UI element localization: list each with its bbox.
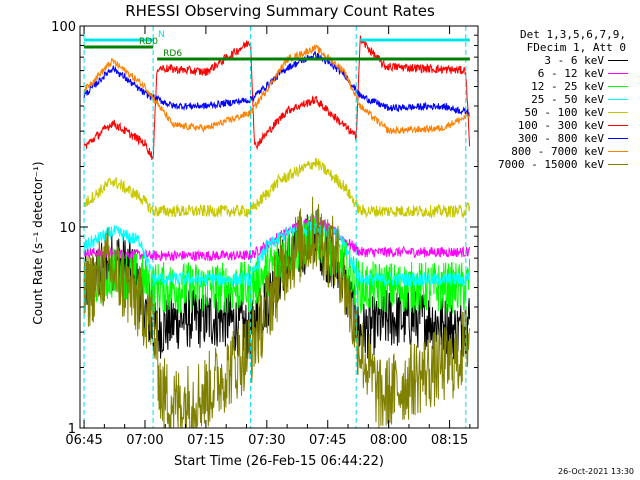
legend-swatch [608, 99, 628, 100]
legend-swatch [608, 125, 628, 126]
y-tick-label: 1 [68, 422, 76, 437]
x-tick-label: 07:45 [309, 433, 346, 448]
series-line-9 [83, 196, 471, 429]
x-tick-label: 07:15 [187, 433, 224, 448]
legend-entry-label: 800 - 7000 keV [511, 145, 604, 158]
legend: Det 1,3,5,6,7,9, FDecim 1, Att 0 3 - 6 k… [482, 28, 638, 171]
legend-entry-label: 3 - 6 keV [544, 54, 604, 67]
series-line-8 [83, 44, 471, 135]
legend-swatch [608, 73, 628, 74]
legend-entry-label: 12 - 25 keV [531, 80, 604, 93]
legend-header-detectors: Det 1,3,5,6,7,9, [520, 28, 626, 41]
x-tick-label: 07:30 [248, 433, 285, 448]
legend-entry: 50 - 100 keV [482, 106, 638, 119]
flag-label-n: N [158, 30, 165, 40]
legend-swatch [608, 151, 628, 152]
legend-entry: 12 - 25 keV [482, 80, 638, 93]
legend-swatch [608, 112, 628, 113]
flag-label-rd6: RD6 [163, 49, 182, 59]
legend-entry: 7000 - 15000 keV [482, 158, 638, 171]
y-tick-label: 100 [51, 20, 76, 35]
x-axis-label: Start Time (26-Feb-15 06:44:22) [174, 454, 384, 469]
chart-title: RHESSI Observing Summary Count Rates [125, 2, 435, 20]
y-axis-label: Count Rate (s⁻¹ detector⁻¹) [31, 161, 45, 325]
series-line-2 [83, 214, 471, 262]
legend-entry: 25 - 50 keV [482, 93, 638, 106]
x-tick-label: 07:00 [126, 433, 163, 448]
legend-swatch [608, 164, 628, 165]
legend-entry-label: 6 - 12 keV [537, 67, 604, 80]
x-tick-label: 06:45 [65, 433, 102, 448]
legend-entry: 800 - 7000 keV [482, 145, 638, 158]
legend-entry: 6 - 12 keV [482, 67, 638, 80]
legend-entry-label: 300 - 800 keV [517, 132, 604, 145]
x-tick-label: 08:00 [370, 433, 407, 448]
legend-swatch [608, 60, 628, 61]
legend-swatch [608, 86, 628, 87]
generated-timestamp: 26-Oct-2021 13:30 [558, 467, 634, 476]
legend-entry: 300 - 800 keV [482, 132, 638, 145]
plot-frame [79, 25, 479, 429]
x-tick-label: 08:15 [431, 433, 468, 448]
legend-entry: 3 - 6 keV [482, 54, 638, 67]
series-line-3 [83, 210, 471, 314]
flag-label-rd0: RD0 [139, 37, 158, 47]
legend-entry-label: 7000 - 15000 keV [498, 158, 604, 171]
y-tick-label: 10 [59, 221, 76, 236]
legend-swatch [608, 138, 628, 139]
legend-entry-label: 50 - 100 keV [524, 106, 604, 119]
legend-header-decimation: FDecim 1, Att 0 [526, 41, 626, 54]
legend-entry-label: 100 - 300 keV [517, 119, 604, 132]
legend-entry-label: 25 - 50 keV [531, 93, 604, 106]
legend-entry: 100 - 300 keV [482, 119, 638, 132]
series-line-5 [83, 157, 471, 220]
series-line-6 [83, 35, 471, 160]
series-line-4 [83, 221, 471, 288]
